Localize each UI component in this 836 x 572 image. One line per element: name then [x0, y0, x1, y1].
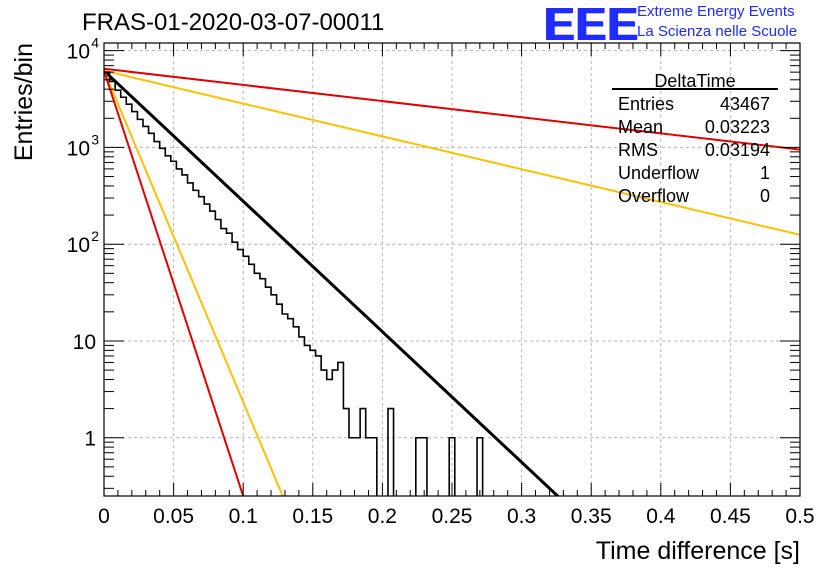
fit-line: [104, 70, 284, 496]
y-tick-label: 10: [67, 41, 90, 64]
y-tick-label: 1: [84, 428, 96, 451]
x-tick-label: 0.35: [571, 505, 612, 528]
eee-logo: EEE: [544, 0, 640, 50]
stats-row-value: 0.03223: [705, 117, 770, 137]
stats-row-label: Mean: [618, 117, 663, 137]
stats-row-value: 0.03194: [705, 140, 770, 160]
y-tick-exponent: 2: [91, 228, 99, 244]
stats-row-value: 1: [760, 163, 770, 183]
x-tick-label: 0.1: [229, 505, 258, 528]
y-tick-label: 10: [67, 234, 90, 257]
stats-row-value: 0: [760, 186, 770, 206]
x-tick-label: 0: [98, 505, 110, 528]
fit-line: [104, 69, 800, 236]
y-tick-label: 10: [73, 331, 96, 354]
y-tick-exponent: 3: [91, 131, 99, 147]
histogram-series: [104, 71, 484, 496]
x-axis-label: Time difference [s]: [596, 537, 800, 565]
x-tick-label: 0.45: [710, 505, 751, 528]
histogram-outline: [104, 71, 484, 496]
stats-row-label: Entries: [618, 94, 674, 114]
stats-row-value: 43467: [720, 94, 770, 114]
logo-subtitle-line2: La Scienza nelle Scuole: [637, 23, 798, 40]
stats-box: DeltaTime Entries 43467 Mean 0.03223 RMS 0.031…: [612, 71, 778, 206]
stats-row-label: RMS: [618, 140, 658, 160]
x-tick-label: 0.3: [507, 505, 536, 528]
x-tick-label: 0.2: [368, 505, 397, 528]
x-tick-label: 0.15: [292, 505, 333, 528]
stats-row-label: Overflow: [618, 186, 690, 206]
logo-subtitle-line1: Extreme Energy Events: [637, 3, 795, 20]
x-tick-label: 0.5: [785, 505, 814, 528]
x-tick-label: 0.25: [432, 505, 473, 528]
y-tick-label: 10: [67, 137, 90, 160]
fit-line: [104, 67, 800, 151]
plot-title: FRAS-01-2020-03-07-00011: [82, 9, 385, 36]
y-axis-label: Entries/bin: [10, 43, 38, 161]
y-tick-exponent: 4: [91, 35, 99, 51]
stats-name: DeltaTime: [654, 71, 735, 91]
axis-ticks: [103, 43, 801, 496]
x-tick-label: 0.05: [153, 505, 194, 528]
fit-curves: [104, 67, 800, 496]
fit-line: [104, 69, 560, 496]
grid-lines: [104, 43, 800, 496]
fit-line: [104, 70, 245, 496]
x-tick-label: 0.4: [646, 505, 676, 528]
axis-tick-labels: 0 0.05 0.1 0.15 0.2 0.25 0.3 0.35 0.4 0.45 0.51102…: [67, 35, 815, 528]
stats-row-label: Underflow: [618, 163, 700, 183]
